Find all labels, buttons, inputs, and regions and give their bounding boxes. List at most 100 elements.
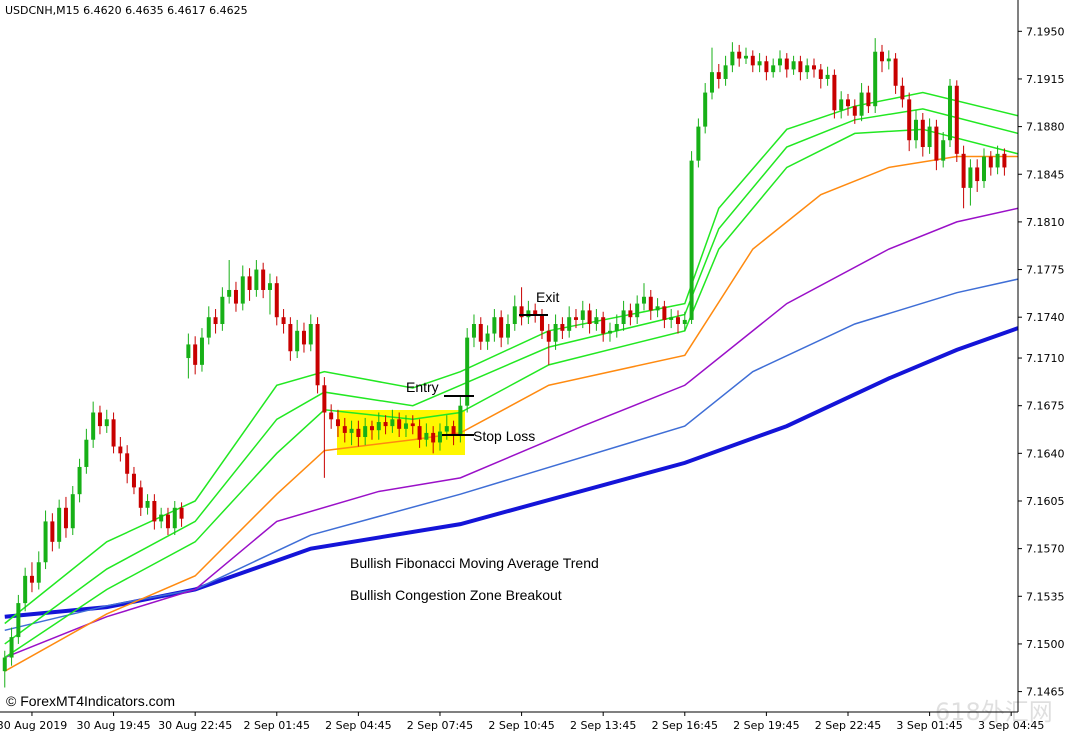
candle-body: [329, 412, 334, 420]
candle-body: [941, 140, 946, 161]
credit: © ForexMT4Indicators.com: [6, 693, 175, 709]
candle-body: [159, 514, 164, 522]
candle-body: [1002, 153, 1007, 168]
candle-body: [764, 61, 769, 73]
candle-body: [227, 289, 232, 297]
candle-body: [417, 426, 422, 440]
candle-body: [893, 58, 898, 86]
candle-body: [29, 575, 34, 583]
candle-body: [900, 85, 905, 100]
candle-body: [818, 69, 823, 79]
candle-body: [614, 324, 619, 331]
candle-body: [471, 324, 476, 338]
candle-body: [499, 317, 504, 338]
candle-body: [77, 466, 82, 495]
candle-body: [784, 58, 789, 70]
candle-body: [553, 324, 558, 342]
candle-body: [662, 306, 667, 320]
candle-body: [730, 51, 735, 66]
candle-body: [431, 432, 436, 443]
candle-body: [641, 296, 646, 304]
candle-body: [913, 119, 918, 141]
y-tick-label: 7.1880: [1026, 121, 1065, 134]
candle-body: [805, 65, 810, 73]
candle-body: [16, 603, 21, 638]
x-tick-label: 2 Sep 22:45: [815, 719, 881, 732]
candle-body: [560, 324, 565, 331]
x-tick-label: 2 Sep 13:45: [570, 719, 636, 732]
candle-body: [709, 72, 714, 93]
candle-body: [145, 500, 150, 508]
candle-body: [322, 385, 327, 413]
candle-body: [947, 85, 952, 141]
ma-line: [4, 155, 1018, 672]
candle-body: [104, 419, 109, 427]
candle-body: [573, 317, 578, 320]
candle-body: [567, 317, 572, 331]
candle-body: [512, 306, 517, 325]
y-tick-label: 7.1465: [1026, 686, 1065, 699]
candle-body: [165, 514, 170, 529]
candle-body: [798, 61, 803, 73]
candle-body: [655, 306, 660, 311]
candle-body: [675, 317, 680, 325]
candle-body: [458, 405, 463, 436]
candle-body: [111, 419, 116, 447]
chart-title: USDCNH,M15 6.4620 6.4635 6.4617 6.4625: [5, 4, 248, 17]
candle-body: [301, 330, 306, 345]
candle-body: [444, 426, 449, 432]
candle-body: [954, 85, 959, 154]
candle-body: [975, 167, 980, 182]
candle-body: [526, 310, 531, 318]
candle-body: [179, 507, 184, 519]
candle-body: [723, 65, 728, 79]
annotation: Entry: [406, 379, 439, 395]
candle-body: [9, 637, 14, 658]
x-tick-label: 2 Sep 19:45: [733, 719, 799, 732]
candle-body: [607, 330, 612, 334]
candle-body: [546, 330, 551, 342]
candle-body: [2, 657, 7, 672]
candle-body: [689, 160, 694, 320]
x-tick-label: 30 Aug 2019: [0, 719, 67, 732]
candle-body: [233, 289, 238, 304]
candle-body: [240, 276, 245, 304]
candle-body: [628, 310, 633, 318]
candle-body: [125, 453, 130, 474]
candle-body: [138, 487, 143, 508]
candle-body: [70, 494, 75, 529]
candle-body: [403, 423, 408, 429]
x-tick-label: 2 Sep 07:45: [407, 719, 473, 732]
x-tick-label: 2 Sep 16:45: [652, 719, 718, 732]
candle-body: [63, 507, 68, 529]
ma-line: [4, 207, 1019, 659]
candle-body: [737, 51, 742, 59]
candles: [2, 38, 1007, 688]
congestion-zone: [337, 410, 465, 455]
candle-body: [152, 500, 157, 522]
annotation: Exit: [536, 289, 559, 305]
x-tick-label: 30 Aug 19:45: [76, 719, 150, 732]
x-tick-label: 2 Sep 01:45: [244, 719, 310, 732]
candle-body: [961, 153, 966, 188]
candle-body: [716, 72, 721, 79]
candle-body: [635, 303, 640, 318]
candle-body: [335, 419, 340, 427]
candle-body: [397, 419, 402, 429]
candle-body: [437, 431, 442, 443]
candle-body: [968, 167, 973, 188]
candle-body: [213, 317, 218, 325]
candle-body: [485, 333, 490, 342]
candle-body: [288, 324, 293, 352]
x-tick-label: 3 Sep 01:45: [896, 719, 962, 732]
candle-body: [43, 521, 48, 563]
y-tick-label: 7.1570: [1026, 543, 1065, 556]
x-tick-label: 30 Aug 22:45: [158, 719, 232, 732]
candle-body: [621, 310, 626, 325]
candle-body: [36, 562, 41, 583]
candle-body: [342, 426, 347, 433]
y-tick-label: 7.1915: [1026, 73, 1065, 86]
candle-body: [410, 423, 415, 427]
y-tick-label: 7.1500: [1026, 638, 1065, 651]
candle-body: [757, 61, 762, 66]
